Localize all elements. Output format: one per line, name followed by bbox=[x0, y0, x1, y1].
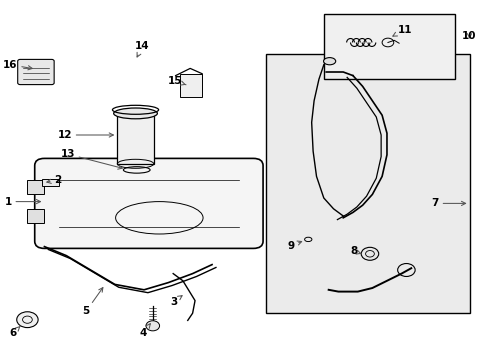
Text: 8: 8 bbox=[350, 246, 360, 256]
Circle shape bbox=[146, 321, 159, 331]
Bar bbox=[27, 180, 44, 194]
Text: 13: 13 bbox=[61, 149, 122, 169]
Text: 2: 2 bbox=[47, 175, 61, 185]
Text: 11: 11 bbox=[392, 24, 411, 36]
Bar bbox=[180, 74, 202, 97]
Text: 15: 15 bbox=[167, 76, 185, 86]
FancyBboxPatch shape bbox=[18, 59, 54, 85]
Text: 1: 1 bbox=[4, 197, 41, 207]
Ellipse shape bbox=[113, 108, 157, 119]
Text: 7: 7 bbox=[431, 198, 465, 208]
Bar bbox=[117, 113, 153, 164]
Ellipse shape bbox=[323, 58, 335, 65]
FancyBboxPatch shape bbox=[35, 158, 263, 248]
Bar bbox=[265, 54, 468, 313]
Text: 12: 12 bbox=[58, 130, 113, 140]
Text: 6: 6 bbox=[9, 326, 20, 338]
Text: 14: 14 bbox=[135, 41, 150, 57]
Text: 9: 9 bbox=[287, 240, 301, 251]
Bar bbox=[27, 209, 44, 223]
Text: 16: 16 bbox=[3, 60, 32, 70]
Text: 4: 4 bbox=[139, 324, 150, 338]
Circle shape bbox=[361, 247, 378, 260]
Bar bbox=[323, 14, 454, 79]
Bar bbox=[42, 179, 59, 186]
Text: 3: 3 bbox=[169, 296, 182, 307]
Text: 5: 5 bbox=[82, 288, 102, 316]
Circle shape bbox=[17, 312, 38, 328]
Text: 10: 10 bbox=[461, 31, 476, 41]
